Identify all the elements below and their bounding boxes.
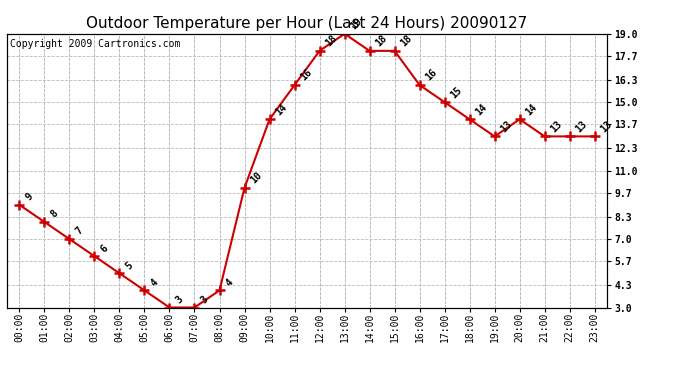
Title: Outdoor Temperature per Hour (Last 24 Hours) 20090127: Outdoor Temperature per Hour (Last 24 Ho…: [86, 16, 528, 31]
Text: 14: 14: [274, 102, 289, 117]
Text: 3: 3: [174, 294, 185, 305]
Text: 3: 3: [199, 294, 210, 305]
Text: 19: 19: [348, 16, 364, 32]
Text: 18: 18: [374, 33, 389, 49]
Text: 6: 6: [99, 243, 110, 254]
Text: 13: 13: [599, 119, 614, 134]
Text: 13: 13: [499, 119, 514, 134]
Text: 15: 15: [448, 85, 464, 100]
Text: 4: 4: [148, 277, 160, 288]
Text: 4: 4: [224, 277, 235, 288]
Text: Copyright 2009 Cartronics.com: Copyright 2009 Cartronics.com: [10, 39, 180, 49]
Text: 5: 5: [124, 260, 135, 271]
Text: 16: 16: [299, 68, 314, 83]
Text: 14: 14: [474, 102, 489, 117]
Text: 9: 9: [23, 192, 34, 202]
Text: 14: 14: [524, 102, 539, 117]
Text: 8: 8: [48, 209, 60, 220]
Text: 18: 18: [324, 33, 339, 49]
Text: 13: 13: [574, 119, 589, 134]
Text: 18: 18: [399, 33, 414, 49]
Text: 13: 13: [549, 119, 564, 134]
Text: 16: 16: [424, 68, 439, 83]
Text: 10: 10: [248, 170, 264, 186]
Text: 7: 7: [74, 226, 85, 237]
